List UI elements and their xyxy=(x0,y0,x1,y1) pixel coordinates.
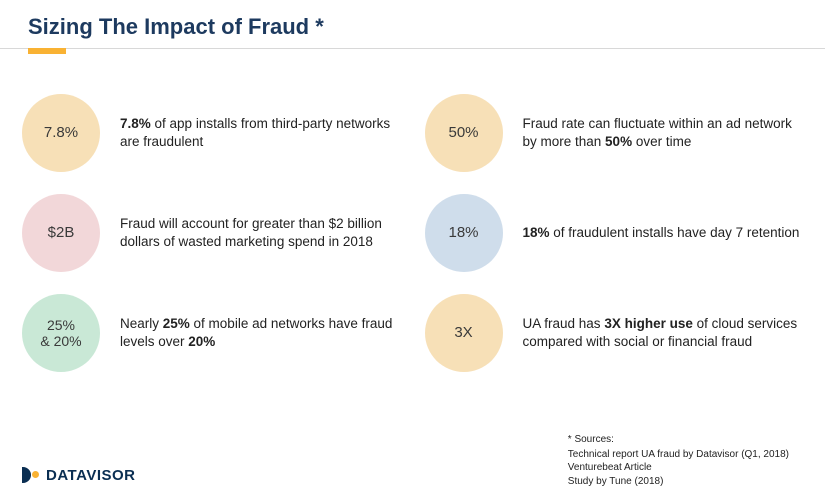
stat-description: Fraud rate can fluctuate within an ad ne… xyxy=(523,115,804,151)
stat-circle: 18% xyxy=(425,194,503,272)
page-title: Sizing The Impact of Fraud * xyxy=(0,0,825,48)
sources-footnote: * Sources: Technical report UA fraud by … xyxy=(568,433,789,488)
brand-logo-mark xyxy=(22,466,40,484)
stat-description: Fraud will account for greater than $2 b… xyxy=(120,215,401,251)
stat-circle: 3X xyxy=(425,294,503,372)
stat-cell: 50% Fraud rate can fluctuate within an ad… xyxy=(425,94,804,172)
stat-circle: $2B xyxy=(22,194,100,272)
stat-description: 18% of fraudulent installs have day 7 re… xyxy=(523,224,800,242)
stat-circle: 50% xyxy=(425,94,503,172)
title-divider xyxy=(0,48,825,49)
stat-circle: 7.8% xyxy=(22,94,100,172)
sources-line: Study by Tune (2018) xyxy=(568,475,789,489)
sources-line: Venturebeat Article xyxy=(568,461,789,475)
stat-description: 7.8% of app installs from third-party ne… xyxy=(120,115,401,151)
stat-cell: $2B Fraud will account for greater than $… xyxy=(22,194,401,272)
brand-logo-text: DATAVISOR xyxy=(46,467,136,484)
stat-cell: 3X UA fraud has 3X higher use of cloud se… xyxy=(425,294,804,372)
stat-description: UA fraud has 3X higher use of cloud serv… xyxy=(523,315,804,351)
sources-line: Technical report UA fraud by Datavisor (… xyxy=(568,448,789,462)
stat-cell: 7.8% 7.8% of app installs from third-part… xyxy=(22,94,401,172)
stat-cell: 25%& 20% Nearly 25% of mobile ad networks… xyxy=(22,294,401,372)
brand-logo: DATAVISOR xyxy=(22,466,136,484)
stat-cell: 18% 18% of fraudulent installs have day 7… xyxy=(425,194,804,272)
stats-grid: 7.8% 7.8% of app installs from third-part… xyxy=(0,54,825,372)
stat-circle: 25%& 20% xyxy=(22,294,100,372)
sources-header: * Sources: xyxy=(568,433,789,447)
stat-description: Nearly 25% of mobile ad networks have fr… xyxy=(120,315,401,351)
